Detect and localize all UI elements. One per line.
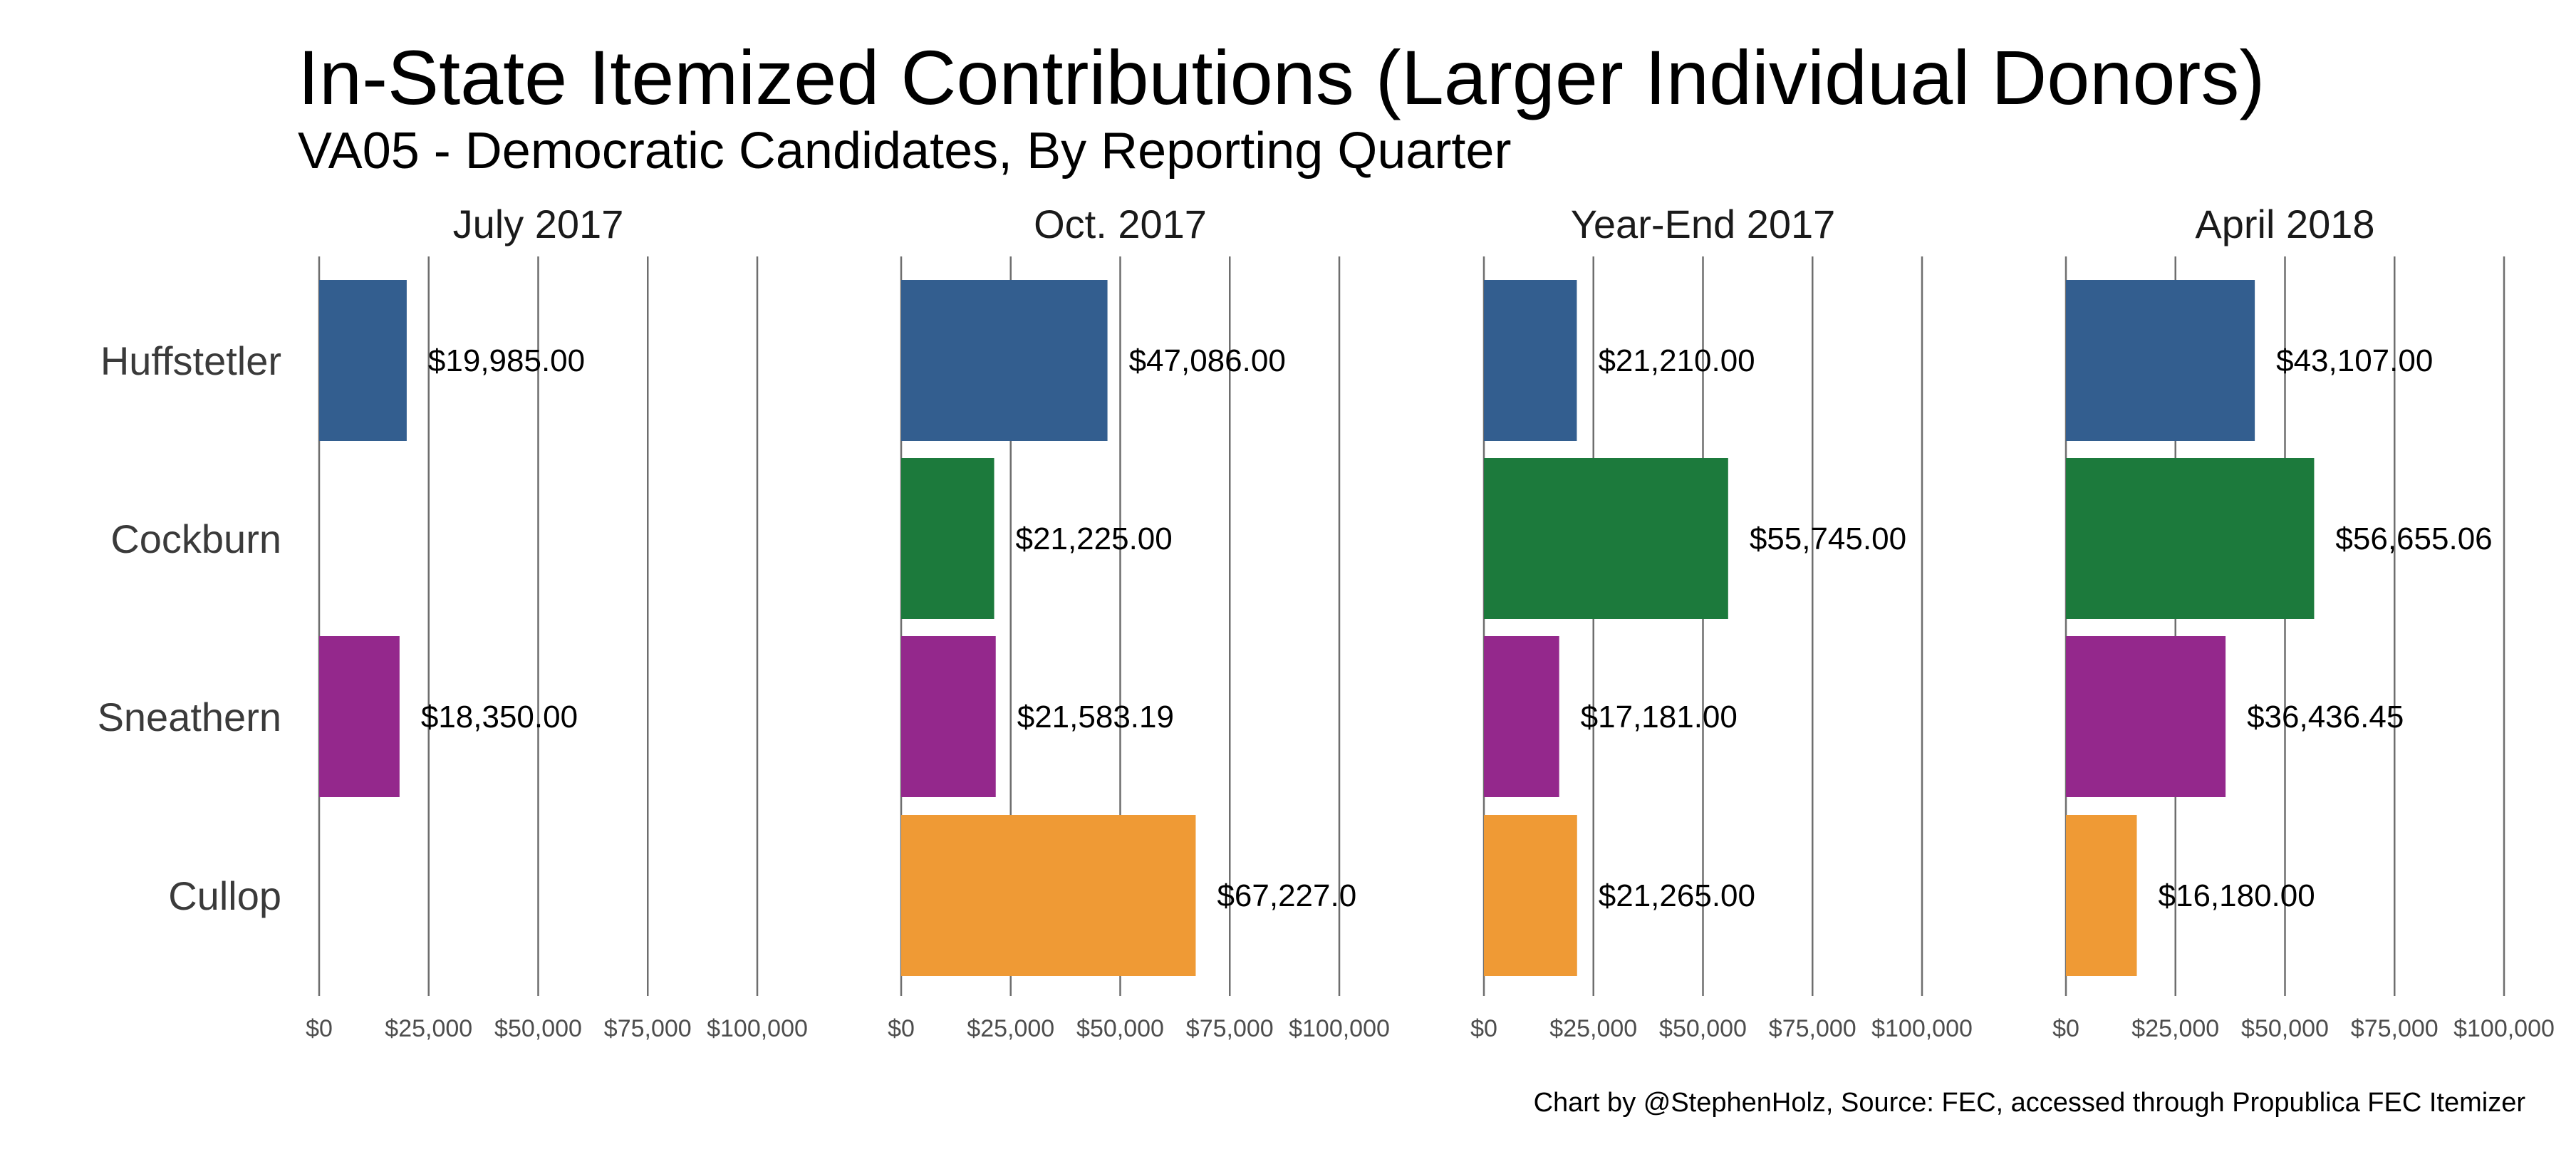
category-label-cockburn: Cockburn	[110, 516, 281, 561]
bar-cullop	[1484, 815, 1577, 976]
facet-panel: July 2017 $0 $25,000 $50,000 $75,000 $100,000…	[306, 202, 808, 1042]
bar-value-label: $17,181.00	[1581, 700, 1738, 734]
x-tick-label: $25,000	[1549, 1015, 1637, 1042]
bar-sneathern	[2066, 636, 2226, 797]
facet-panels: July 2017 $0 $25,000 $50,000 $75,000 $100,000…	[306, 202, 2555, 1042]
x-tick-label: $50,000	[1076, 1015, 1164, 1042]
bar-value-label: $19,985.00	[428, 343, 585, 378]
facet-title: July 2017	[453, 202, 624, 246]
bar-huffstetler	[1484, 280, 1577, 441]
x-tick-label: $0	[888, 1015, 915, 1042]
facet-title: April 2018	[2195, 202, 2374, 246]
x-tick-label: $25,000	[967, 1015, 1054, 1042]
chart-caption: Chart by @StephenHolz, Source: FEC, acce…	[1534, 1088, 2526, 1118]
x-tick-label: $75,000	[1186, 1015, 1274, 1042]
facet-panel: April 2018 $0 $25,000 $50,000 $75,000 $100,00…	[2052, 202, 2555, 1042]
x-tick-label: $75,000	[1769, 1015, 1856, 1042]
category-label-cullop: Cullop	[168, 873, 281, 918]
x-tick-label: $100,000	[1871, 1015, 1973, 1042]
bar-value-label: $21,210.00	[1598, 343, 1755, 378]
x-tick-label: $0	[306, 1015, 333, 1042]
category-label-sneathern: Sneathern	[98, 695, 281, 739]
facet-panel: Oct. 2017 $0 $25,000 $50,000 $75,000 $100,000…	[888, 202, 1390, 1042]
bar-cullop	[2066, 815, 2137, 976]
bar-sneathern	[319, 636, 400, 797]
bar-huffstetler	[901, 280, 1108, 441]
x-tick-label: $75,000	[604, 1015, 692, 1042]
bar-huffstetler	[2066, 280, 2255, 441]
facet-title: Year-End 2017	[1571, 202, 1836, 246]
bar-cockburn	[901, 458, 994, 619]
bar-value-label: $16,180.00	[2159, 878, 2315, 913]
x-tick-label: $0	[2052, 1015, 2079, 1042]
x-tick-label: $50,000	[2241, 1015, 2329, 1042]
facet-panel: Year-End 2017 $0 $25,000 $50,000 $75,000 $100…	[1470, 202, 1973, 1042]
bar-value-label: $21,225.00	[1016, 521, 1173, 556]
x-tick-label: $75,000	[2351, 1015, 2439, 1042]
bar-value-label: $21,265.00	[1599, 878, 1755, 913]
x-tick-label: $50,000	[1659, 1015, 1747, 1042]
bar-cockburn	[1484, 458, 1728, 619]
bar-value-label: $36,436.45	[2247, 700, 2404, 734]
x-tick-label: $100,000	[707, 1015, 808, 1042]
bar-cullop	[901, 815, 1196, 976]
x-tick-label: $100,000	[2453, 1015, 2555, 1042]
bar-value-label: $18,350.00	[421, 700, 578, 734]
facet-title: Oct. 2017	[1034, 202, 1207, 246]
bar-value-label: $43,107.00	[2276, 343, 2433, 378]
bar-value-label: $56,655.06	[2335, 521, 2492, 556]
bar-value-label: $55,745.00	[1750, 521, 1906, 556]
bar-value-label: $47,086.00	[1129, 343, 1286, 378]
bar-cockburn	[2066, 458, 2315, 619]
chart-subtitle: VA05 - Democratic Candidates, By Reporti…	[298, 123, 1511, 180]
category-label-huffstetler: Huffstetler	[100, 338, 281, 383]
x-tick-label: $25,000	[2131, 1015, 2219, 1042]
chart-title: In-State Itemized Contributions (Larger …	[298, 34, 2265, 120]
bar-sneathern	[901, 636, 996, 797]
bar-sneathern	[1484, 636, 1559, 797]
x-tick-label: $25,000	[385, 1015, 472, 1042]
bar-value-label: $67,227.0	[1217, 878, 1356, 913]
x-tick-label: $50,000	[494, 1015, 582, 1042]
bar-huffstetler	[319, 280, 407, 441]
x-tick-label: $100,000	[1289, 1015, 1390, 1042]
bar-value-label: $21,583.19	[1017, 700, 1174, 734]
x-tick-label: $0	[1470, 1015, 1497, 1042]
category-labels: Huffstetler Cockburn Sneathern Cullop	[98, 338, 281, 918]
